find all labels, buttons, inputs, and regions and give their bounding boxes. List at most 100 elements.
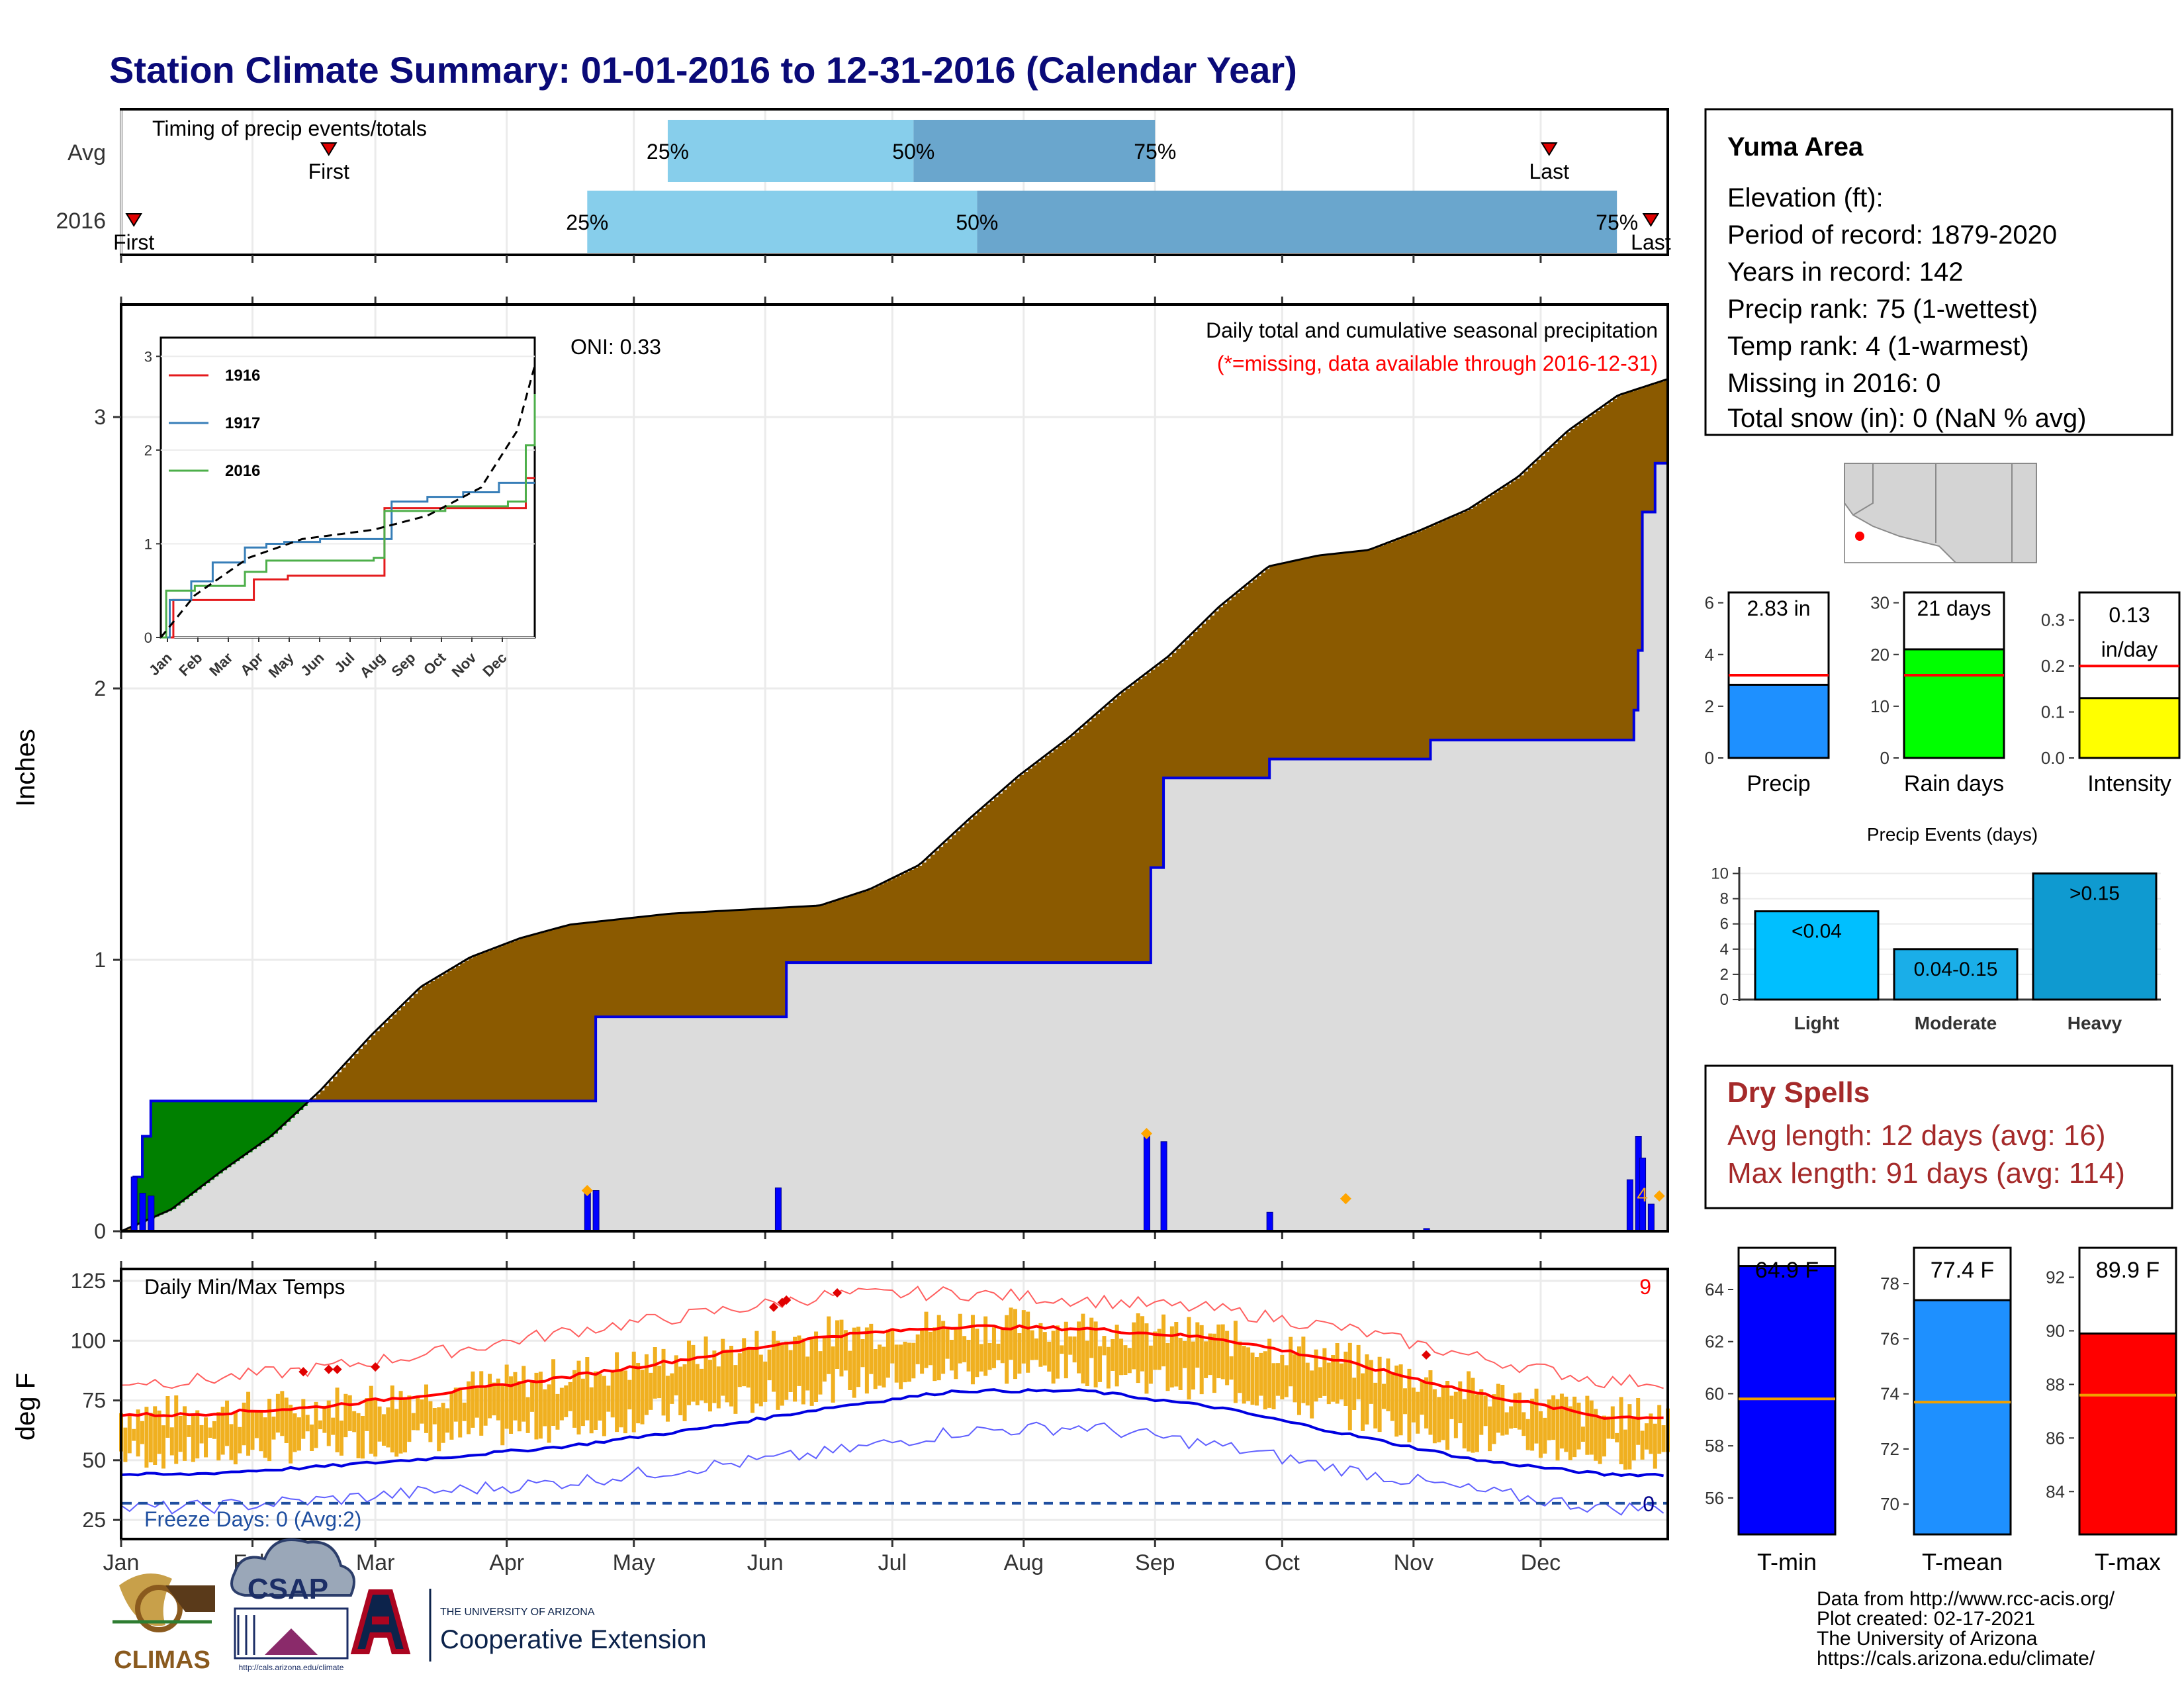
timing-pct-label: 50%	[892, 140, 934, 164]
inset-line-1916	[161, 477, 535, 639]
event-bar-moderate	[1893, 948, 2019, 1001]
y-tick-label: 62	[1705, 1332, 1724, 1352]
month-label: Mar	[356, 1550, 395, 1575]
daily-precip-bar	[774, 1187, 782, 1232]
oni-value: ONI: 0.33	[570, 335, 661, 359]
month-label: Jun	[747, 1550, 784, 1575]
timing-row-avg: Avg	[68, 140, 106, 165]
summary-bar-value: 0.13	[2109, 603, 2150, 627]
temp-panel: Daily Min/Max Temps 9 Freeze Days: 0 (Av…	[11, 1261, 1670, 1575]
timing-row-2016: 2016	[56, 209, 106, 234]
precip-frame	[120, 303, 1669, 1233]
y-tick-label: 30	[1870, 593, 1889, 613]
record-marker	[782, 1295, 792, 1305]
temp-summary-bars: 56 58 60 62 64 64.9 F T-min 70 72 74 76 78 77.4 F T-m…	[1705, 1246, 2177, 1575]
climas-text: CLIMAS	[114, 1646, 210, 1674]
first-label: First	[113, 230, 154, 254]
timing-pct-label: 75%	[1134, 140, 1176, 164]
temp-bar-t-mean	[1913, 1299, 2012, 1536]
record-min-line	[120, 1421, 1664, 1516]
y-tick-label: 76	[1880, 1329, 1899, 1348]
y-tick-label: 92	[2046, 1268, 2065, 1288]
csap-logo: CSAP http://cals.arizona.edu/climate	[230, 1538, 355, 1672]
event-bar-label: <0.04	[1792, 921, 1842, 943]
temp-plot	[119, 1286, 1670, 1516]
timing-bars: 25% 50% 75% First Last 25% 50% 75% First Last	[113, 120, 1671, 254]
temp-frame	[120, 1268, 1669, 1540]
record-marker	[832, 1288, 842, 1298]
y-tick-label: 1	[144, 536, 152, 552]
temp-bar-label: T-mean	[1922, 1548, 2003, 1575]
freeze-count: 0	[1643, 1492, 1655, 1516]
temp-ylabel: deg F	[11, 1373, 40, 1440]
legend-label: 1916	[225, 367, 260, 385]
summary-bar-label: Rain days	[1904, 771, 2004, 796]
y-tick-label: 4	[1705, 645, 1714, 665]
ua-small: THE UNIVERSITY OF ARIZONA	[440, 1607, 595, 1618]
y-tick-label: 3	[94, 405, 106, 429]
cumulative-area	[121, 463, 1668, 1232]
event-bar-label: 0.04-0.15	[1914, 959, 1998, 980]
precip-subtitle: (*=missing, data available through 2016-…	[1217, 352, 1658, 375]
timing-bar-q50-q75	[913, 120, 1156, 182]
y-tick-label: 6	[1705, 593, 1714, 613]
station-box: Yuma Area Elevation (ft): Period of reco…	[1704, 108, 2173, 436]
station-line: Years in record: 142	[1727, 258, 1964, 287]
last-marker	[1642, 213, 1660, 227]
station-line: Total snow (in): 0 (NaN % avg)	[1727, 404, 2086, 433]
missing-marker	[581, 1185, 593, 1196]
y-tick-label: 2	[144, 442, 152, 459]
last-marker	[1540, 142, 1558, 156]
credit-line: Data from http://www.rcc-acis.org/	[1817, 1588, 2115, 1610]
y-tick-label: 70	[1880, 1494, 1899, 1514]
month-label: Sep	[1135, 1550, 1175, 1575]
climas-logo: CLIMAS	[113, 1573, 215, 1674]
y-tick-label: 10	[1711, 865, 1729, 883]
y-tick-label: 90	[2046, 1321, 2065, 1340]
station-line: Elevation (ft):	[1727, 183, 1884, 212]
temp-bar-value: 77.4 F	[1931, 1258, 1994, 1283]
timing-bar-q25-q50	[667, 120, 914, 182]
precip-title: Daily total and cumulative seasonal prec…	[1206, 318, 1658, 342]
ua-logo: THE UNIVERSITY OF ARIZONA Cooperative Ex…	[350, 1589, 706, 1662]
inset-line-2016	[161, 393, 536, 639]
temp-bar-value: 89.9 F	[2096, 1258, 2160, 1283]
last-label: Last	[1631, 230, 1671, 254]
y-tick-label: 58	[1705, 1436, 1724, 1456]
y-tick-label: 88	[2046, 1374, 2065, 1394]
daily-temp-range	[119, 1307, 1670, 1470]
missing-marker	[1653, 1190, 1665, 1202]
y-tick-label: 56	[1705, 1488, 1724, 1508]
y-tick-label: 4	[1720, 941, 1729, 959]
y-tick-label: 75	[82, 1389, 106, 1413]
first-marker	[125, 213, 142, 227]
csap-text: CSAP	[248, 1573, 328, 1605]
credit-line: Plot created: 02-17-2021	[1817, 1608, 2035, 1630]
events-title: Precip Events (days)	[1867, 824, 2038, 845]
temp-bar-t-max	[2078, 1332, 2177, 1536]
event-bar-light	[1754, 910, 1880, 1001]
daily-precip-bar	[139, 1193, 146, 1232]
y-tick-label: 86	[2046, 1428, 2065, 1448]
y-tick-label: 72	[1880, 1439, 1899, 1459]
precip-y-axis: 0 1 2 3	[94, 405, 121, 1243]
daily-precip-bar	[1626, 1179, 1633, 1232]
y-tick-label: 60	[1705, 1383, 1724, 1403]
deficit-area	[125, 380, 1668, 1231]
avg-cumulative-line	[120, 378, 1668, 1233]
y-tick-label: 8	[1720, 890, 1729, 908]
timing-label: Timing of precip events/totals	[152, 117, 427, 140]
summary-bar-value: 2.83 in	[1747, 596, 1810, 620]
location-map	[1844, 463, 2037, 563]
daily-precip-bar	[148, 1196, 155, 1232]
record-marker	[768, 1302, 779, 1312]
temp-bar-value: 64.9 F	[1755, 1258, 1819, 1283]
precip-plot	[120, 378, 1668, 1233]
timing-pct-label: 25%	[647, 140, 689, 164]
summary-bar-label: Intensity	[2087, 771, 2171, 796]
y-tick-label: 10	[1870, 696, 1889, 716]
freeze-days: Freeze Days: 0 (Avg:2)	[144, 1507, 361, 1531]
inset-frame	[159, 336, 536, 639]
first-label: First	[308, 160, 349, 183]
daily-precip-bar	[584, 1190, 591, 1232]
